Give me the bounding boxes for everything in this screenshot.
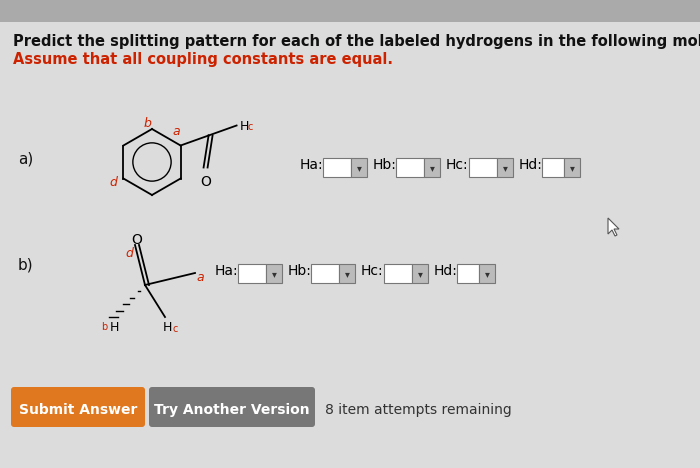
Bar xyxy=(266,264,282,283)
Text: O: O xyxy=(132,233,142,247)
Text: Hb:: Hb: xyxy=(373,158,397,172)
FancyBboxPatch shape xyxy=(11,387,145,427)
Bar xyxy=(396,158,424,177)
Bar xyxy=(238,264,266,283)
Text: H: H xyxy=(109,321,119,334)
Text: Hc:: Hc: xyxy=(361,264,384,278)
Bar xyxy=(323,158,351,177)
Text: Hb:: Hb: xyxy=(288,264,312,278)
Bar xyxy=(412,264,428,283)
Text: ▾: ▾ xyxy=(570,163,575,174)
Text: d: d xyxy=(125,247,133,260)
Text: 8 item attempts remaining: 8 item attempts remaining xyxy=(325,403,512,417)
Text: H: H xyxy=(239,119,249,132)
Text: c: c xyxy=(172,324,178,334)
Text: Ha:: Ha: xyxy=(215,264,239,278)
Text: Hd:: Hd: xyxy=(434,264,458,278)
Text: c: c xyxy=(248,123,253,132)
Text: ▾: ▾ xyxy=(503,163,507,174)
Text: Try Another Version: Try Another Version xyxy=(154,403,310,417)
Text: b): b) xyxy=(18,258,34,273)
Polygon shape xyxy=(608,218,619,236)
Bar xyxy=(424,158,440,177)
Text: Assume that all coupling constants are equal.: Assume that all coupling constants are e… xyxy=(13,52,393,67)
Text: ▾: ▾ xyxy=(430,163,435,174)
Text: Ha:: Ha: xyxy=(300,158,323,172)
Bar xyxy=(311,264,339,283)
Text: H: H xyxy=(162,321,172,334)
Text: Predict the splitting pattern for each of the labeled hydrogens in the following: Predict the splitting pattern for each o… xyxy=(13,34,700,49)
Text: a: a xyxy=(172,125,180,138)
Text: ▾: ▾ xyxy=(484,270,489,279)
Bar xyxy=(564,158,580,177)
Text: a): a) xyxy=(18,152,34,167)
Bar xyxy=(351,158,367,177)
Text: a: a xyxy=(196,271,204,284)
Bar xyxy=(0,0,700,22)
Text: ▾: ▾ xyxy=(344,270,349,279)
Bar xyxy=(479,264,495,283)
Text: ▾: ▾ xyxy=(418,270,422,279)
Bar xyxy=(469,158,497,177)
Text: O: O xyxy=(200,176,211,190)
Bar xyxy=(384,264,412,283)
Bar xyxy=(497,158,513,177)
Text: b: b xyxy=(143,117,151,130)
Text: Hc:: Hc: xyxy=(446,158,468,172)
Text: ▾: ▾ xyxy=(272,270,276,279)
Text: Submit Answer: Submit Answer xyxy=(19,403,137,417)
Text: Hd:: Hd: xyxy=(519,158,543,172)
Text: d: d xyxy=(109,176,117,189)
Text: ▾: ▾ xyxy=(356,163,361,174)
Bar xyxy=(339,264,355,283)
FancyBboxPatch shape xyxy=(149,387,315,427)
Text: b: b xyxy=(101,322,107,332)
Bar xyxy=(457,264,479,283)
Bar xyxy=(542,158,564,177)
